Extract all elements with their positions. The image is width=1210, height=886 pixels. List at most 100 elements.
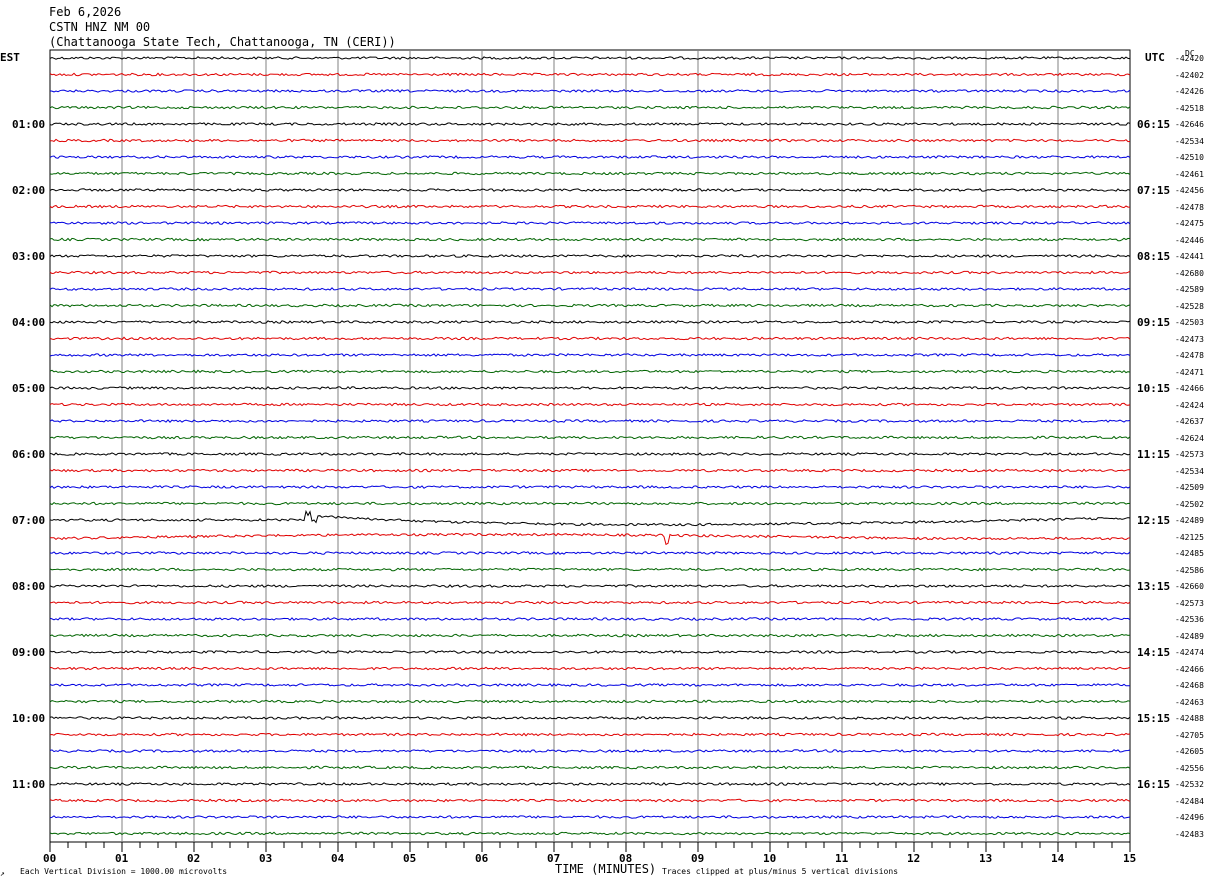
trace-13 [49,270,1131,275]
dc-offset-label: -42475 [1175,219,1204,228]
est-hour-label: 11:00 [12,778,46,791]
trace-17 [49,336,1131,341]
trace-45 [49,798,1131,803]
trace-43 [49,765,1131,770]
dc-offset-label: -42478 [1175,202,1204,212]
trace-28 [49,509,1131,527]
dc-offset-label: -42518 [1175,103,1204,113]
trace-27 [49,501,1131,506]
trace-29 [50,532,1131,546]
date-label: Feb 6,2026 [49,5,122,19]
dc-offset-label: -42485 [1175,549,1204,558]
dc-offset-label: -42463 [1175,697,1204,707]
trace-31 [49,567,1131,572]
trace-32 [49,584,1131,588]
est-hour-label: 05:00 [12,382,46,395]
dc-offset-label: -42424 [1175,400,1204,410]
dc-offset-label: -42680 [1175,268,1204,278]
est-hour-label: 03:00 [12,250,46,263]
trace-4 [49,122,1131,126]
dc-offset-label: -42624 [1175,433,1204,443]
dc-offset-label: -42426 [1175,87,1204,96]
utc-hour-label: 07:15 [1137,184,1171,197]
plot-frame [49,49,1131,843]
x-tick-label: 12 [907,852,921,865]
trace-18 [49,353,1131,357]
dc-offset-label: -42466 [1175,384,1204,393]
dc-offset-label: -42502 [1175,499,1204,509]
trace-12 [49,254,1131,258]
trace-0 [49,56,1131,60]
dc-offset-label: -42509 [1175,483,1204,492]
dc-offset-label: -42586 [1175,565,1204,575]
dc-offset-label: -42471 [1175,367,1204,377]
dc-offset-label: -42510 [1175,153,1204,162]
dc-offset-label: -42536 [1175,615,1204,624]
station-label: CSTN HNZ NM 00 [49,20,151,34]
dc-offset-label: -42503 [1175,318,1204,327]
trace-22 [49,419,1131,423]
x-axis-title: TIME (MINUTES) [555,862,657,876]
dc-offset-label: -42484 [1175,796,1204,806]
trace-6 [49,155,1131,159]
utc-hour-label: 06:15 [1137,118,1171,131]
trace-15 [49,303,1131,308]
dc-offset-label: -42474 [1175,648,1204,657]
dc-offset-label: -42489 [1175,631,1204,641]
trace-41 [49,732,1131,737]
dc-offset-label: -42646 [1175,120,1204,129]
utc-hour-label: 15:15 [1137,712,1171,725]
x-tick-label: 09 [691,852,705,865]
dc-offset-label: -42456 [1175,186,1204,195]
dc-label: DC [1185,49,1195,58]
trace-26 [49,485,1131,489]
dc-offset-label: -42466 [1175,664,1204,674]
x-tick-label: 00 [43,852,57,865]
trace-3 [49,105,1131,110]
trace-11 [49,237,1131,242]
x-tick-label: 14 [1051,852,1065,865]
seismic-traces [49,56,1131,836]
trace-10 [49,221,1131,225]
trace-7 [49,171,1131,176]
trace-33 [49,600,1131,605]
trace-37 [49,666,1131,671]
est-hour-label: 07:00 [12,514,46,527]
dc-offset-label: -42468 [1175,681,1204,690]
dc-offset-label: -42446 [1175,235,1204,245]
trace-34 [49,617,1131,621]
trace-47 [49,831,1131,836]
dc-offset-label: -42489 [1175,516,1204,525]
x-tick-label: 02 [187,852,201,865]
dc-offset-label: -42532 [1175,780,1204,789]
est-hour-label: 06:00 [12,448,46,461]
x-tick-label: 10 [763,852,777,865]
trace-39 [49,699,1131,704]
dc-offset-label: -42441 [1175,252,1204,261]
trace-5 [49,138,1131,143]
x-tick-label: 15 [1123,852,1137,865]
minute-gridlines [121,50,1059,842]
x-tick-label: 06 [475,852,489,865]
trace-30 [49,551,1131,555]
utc-hour-label: 08:15 [1137,250,1171,263]
scale-note: Each Vertical Division = 1000.00 microvo… [20,867,228,876]
dc-offset-label: -42473 [1175,334,1204,344]
x-tick-label: 04 [331,852,345,865]
dc-offset-label: -42589 [1175,285,1204,294]
trace-2 [49,89,1131,93]
dc-offset-label: -42478 [1175,351,1204,360]
trace-44 [49,782,1131,786]
x-tick-label: 11 [835,852,849,865]
x-tick-label: 01 [115,852,129,865]
dc-offset-label: -42534 [1175,466,1204,476]
x-tick-label: 07 [547,852,561,865]
dc-offset-label: -42488 [1175,714,1204,723]
dc-offset-label: -42556 [1175,763,1204,773]
trace-46 [49,815,1131,819]
trace-40 [49,716,1131,720]
utc-hour-label: 09:15 [1137,316,1171,329]
trace-19 [49,369,1131,374]
est-hour-label: 01:00 [12,118,46,131]
